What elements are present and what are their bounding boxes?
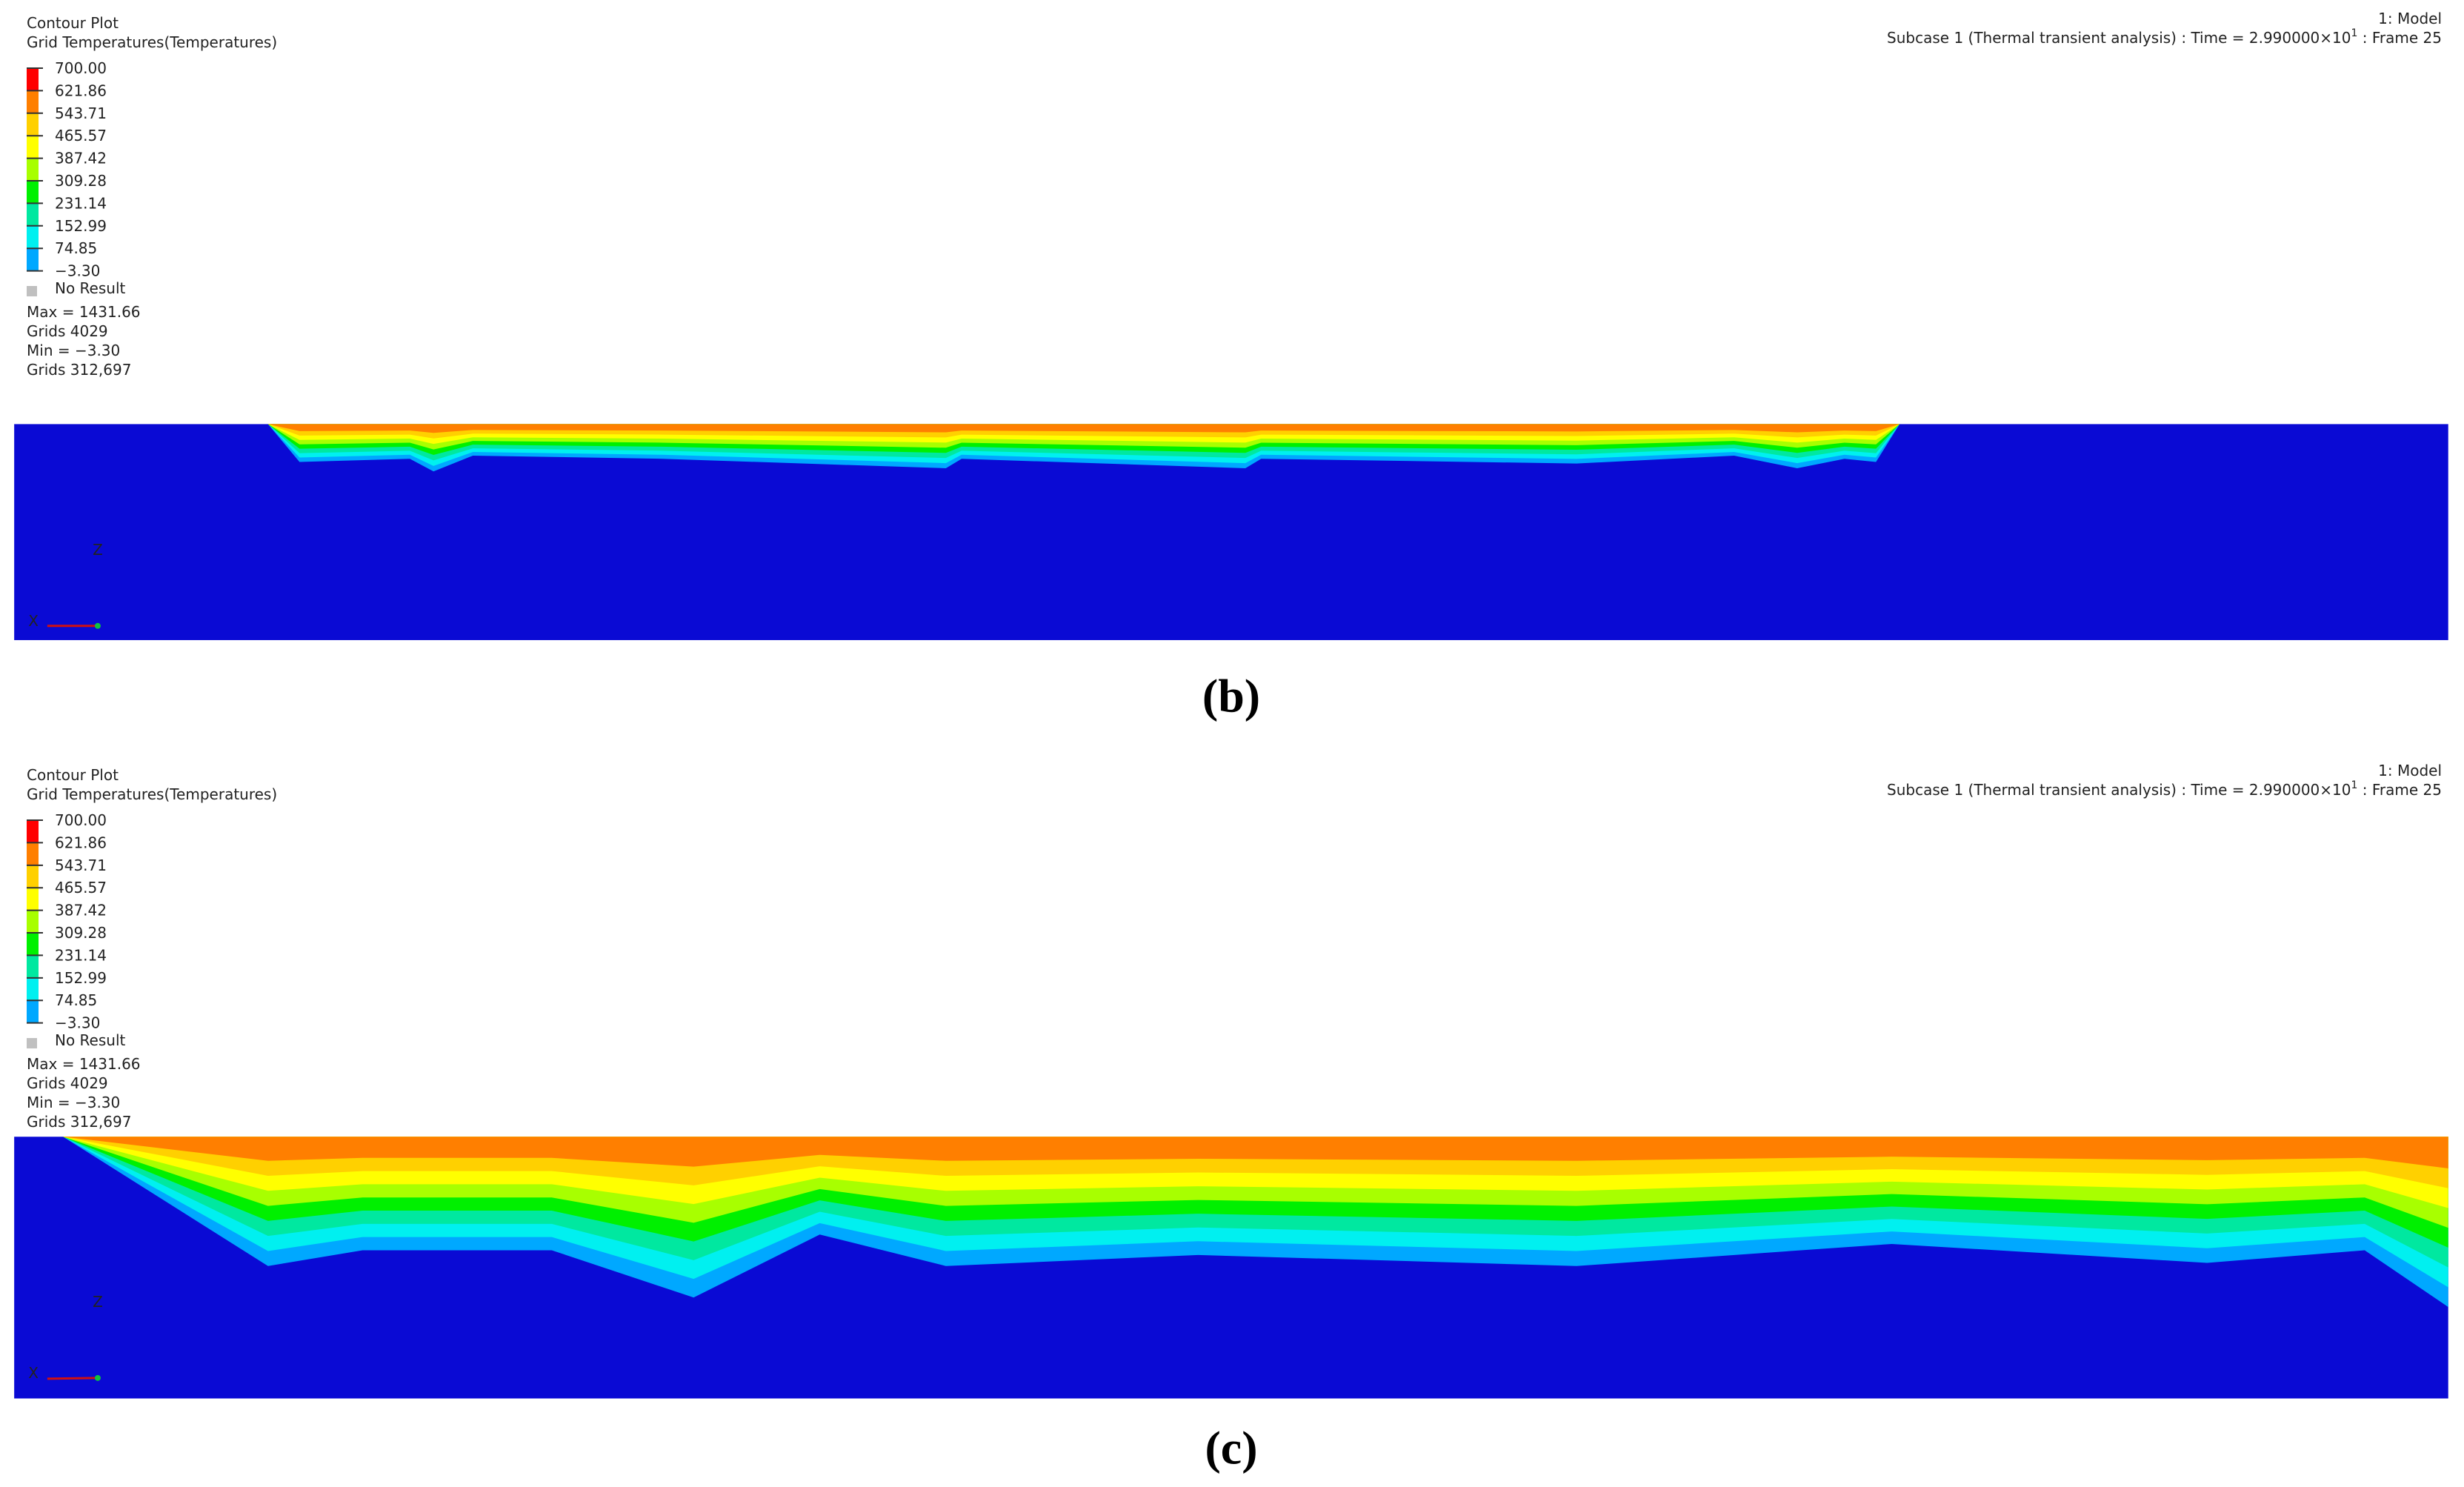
legend-label: 309.28 bbox=[55, 172, 107, 190]
triad-axis bbox=[47, 1377, 98, 1380]
plot-title: Contour Plot bbox=[27, 766, 119, 784]
legend-label: 309.28 bbox=[55, 924, 107, 942]
subcase-exponent: 1 bbox=[2351, 27, 2358, 39]
stat: Grids 4029 bbox=[27, 1074, 108, 1092]
legend-label: 152.99 bbox=[55, 969, 107, 987]
legend-swatch bbox=[27, 820, 39, 843]
legend-swatch bbox=[27, 865, 39, 888]
legend-swatch bbox=[27, 90, 39, 113]
legend-label: 231.14 bbox=[55, 946, 107, 964]
legend-swatch bbox=[27, 933, 39, 956]
legend-label: 387.42 bbox=[55, 902, 107, 919]
no-result-swatch bbox=[27, 286, 37, 296]
triad-origin bbox=[94, 1374, 101, 1381]
no-result-label: No Result bbox=[55, 279, 126, 297]
legend-label: 700.00 bbox=[55, 811, 107, 829]
legend-swatch bbox=[27, 203, 39, 226]
legend-label: −3.30 bbox=[55, 1014, 100, 1032]
legend-label: 74.85 bbox=[55, 991, 97, 1009]
legend-swatch bbox=[27, 113, 39, 136]
legend-swatch bbox=[27, 181, 39, 204]
subcase-exponent: 1 bbox=[2351, 779, 2358, 791]
triad-z: Z bbox=[93, 541, 103, 559]
legend-label: 152.99 bbox=[55, 217, 107, 235]
triad-z: Z bbox=[93, 1293, 103, 1311]
subcase-info: Subcase 1 (Thermal transient analysis) :… bbox=[1887, 779, 2442, 799]
legend-label: 465.57 bbox=[55, 879, 107, 896]
plot-subtitle: Grid Temperatures(Temperatures) bbox=[27, 33, 277, 51]
panel-label: (c) bbox=[1205, 1421, 1257, 1474]
legend-swatch bbox=[27, 136, 39, 159]
legend-swatch bbox=[27, 842, 39, 865]
legend-label: 543.71 bbox=[55, 856, 107, 874]
contour-band bbox=[63, 1137, 2448, 1169]
panel-label: (b) bbox=[1202, 669, 1260, 722]
legend-label: 700.00 bbox=[55, 59, 107, 77]
plot-subtitle: Grid Temperatures(Temperatures) bbox=[27, 785, 277, 803]
legend-swatch bbox=[27, 955, 39, 978]
legend-swatch bbox=[27, 1000, 39, 1023]
legend-swatch bbox=[27, 225, 39, 249]
legend-label: 621.86 bbox=[55, 834, 107, 851]
legend-label: 621.86 bbox=[55, 81, 107, 99]
stat: Min = −3.30 bbox=[27, 1094, 120, 1111]
plot-title: Contour Plot bbox=[27, 14, 119, 32]
legend-swatch bbox=[27, 977, 39, 1001]
legend-label: −3.30 bbox=[55, 262, 100, 280]
subcase-suffix: : Frame 25 bbox=[2357, 29, 2442, 47]
subcase-suffix: : Frame 25 bbox=[2357, 781, 2442, 799]
legend-swatch bbox=[27, 68, 39, 91]
legend-swatch bbox=[27, 910, 39, 934]
contour-band bbox=[267, 424, 1900, 433]
legend-swatch bbox=[27, 158, 39, 181]
stat: Grids 312,697 bbox=[27, 361, 131, 379]
stat: Grids 4029 bbox=[27, 322, 108, 340]
stat: Grids 312,697 bbox=[27, 1113, 131, 1131]
legend-swatch bbox=[27, 888, 39, 911]
no-result-swatch bbox=[27, 1038, 37, 1049]
triad-x: X bbox=[28, 612, 39, 630]
stat: Min = −3.30 bbox=[27, 342, 120, 359]
model-name: 1: Model bbox=[2378, 762, 2442, 779]
subcase-prefix: Subcase 1 (Thermal transient analysis) :… bbox=[1887, 29, 2351, 47]
legend-swatch bbox=[27, 248, 39, 271]
model-name: 1: Model bbox=[2378, 10, 2442, 27]
legend-label: 231.14 bbox=[55, 194, 107, 212]
legend-label: 543.71 bbox=[55, 104, 107, 122]
legend-label: 387.42 bbox=[55, 150, 107, 167]
triad-origin bbox=[94, 622, 101, 629]
stat: Max = 1431.66 bbox=[27, 1055, 141, 1073]
legend-label: 465.57 bbox=[55, 127, 107, 144]
stat: Max = 1431.66 bbox=[27, 303, 141, 321]
subcase-info: Subcase 1 (Thermal transient analysis) :… bbox=[1887, 27, 2442, 47]
legend-label: 74.85 bbox=[55, 239, 97, 257]
triad-x: X bbox=[28, 1364, 39, 1382]
no-result-label: No Result bbox=[55, 1031, 126, 1049]
subcase-prefix: Subcase 1 (Thermal transient analysis) :… bbox=[1887, 781, 2351, 799]
